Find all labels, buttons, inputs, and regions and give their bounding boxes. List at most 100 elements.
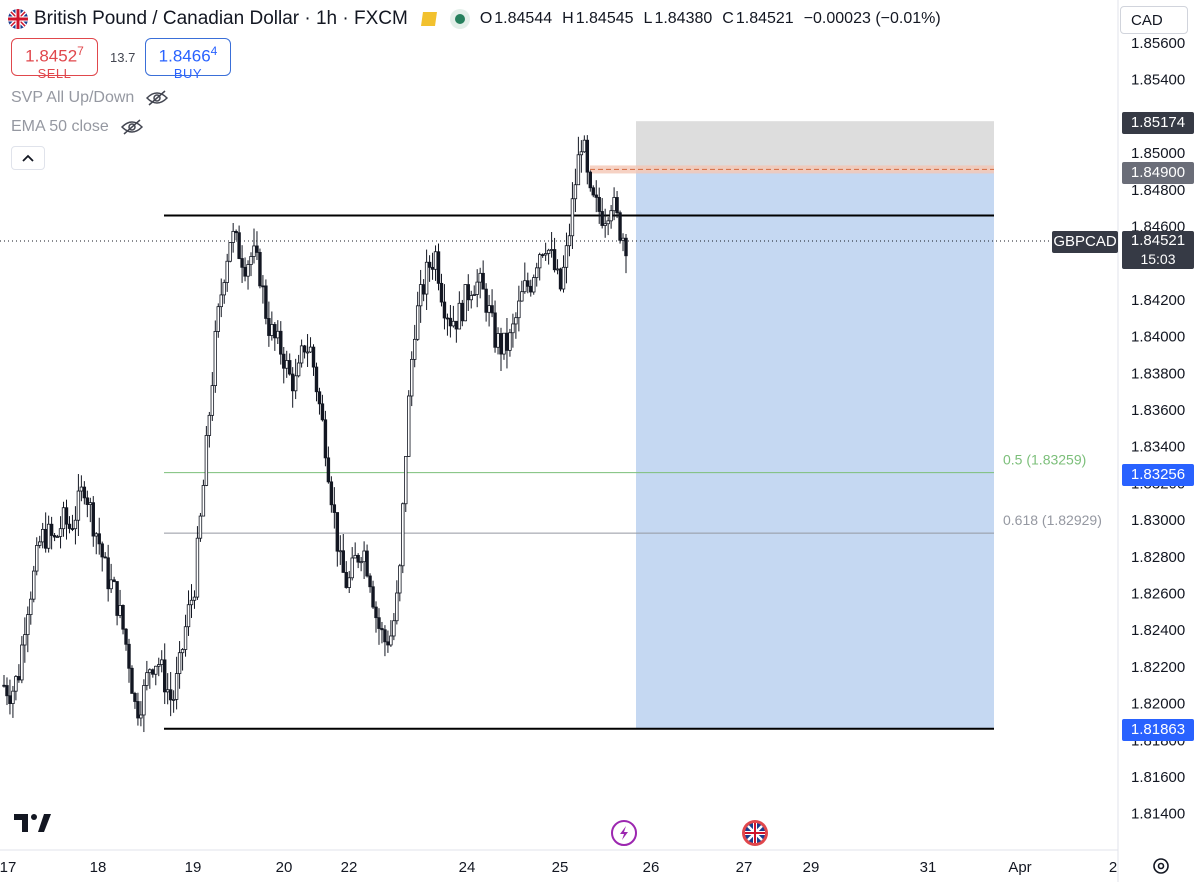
- candle-body: [282, 353, 286, 369]
- candle-body: [612, 197, 616, 212]
- candle-body: [448, 317, 453, 327]
- candle-body: [109, 579, 113, 590]
- candle-body: [46, 523, 51, 549]
- price-axis-label: 1.84200: [1131, 292, 1185, 309]
- candle-body: [23, 634, 27, 646]
- lightning-icon[interactable]: [611, 820, 637, 846]
- candle-body: [380, 628, 384, 631]
- candle-body: [311, 346, 316, 368]
- price-axis-label: 1.85000: [1131, 145, 1185, 162]
- candle-body: [463, 284, 467, 322]
- target-price-tag: 1.85174: [1122, 112, 1194, 134]
- market-open-icon[interactable]: [449, 9, 470, 29]
- candle-body: [368, 575, 372, 588]
- chevron-up-icon: [22, 154, 34, 162]
- candle-body: [174, 673, 179, 700]
- price-axis-label: 1.85400: [1131, 72, 1185, 89]
- candle-body: [115, 581, 119, 616]
- collapse-button[interactable]: [11, 146, 45, 170]
- candle-body: [40, 528, 45, 543]
- candle-body: [472, 294, 476, 296]
- close-value: 1.84521: [735, 10, 794, 27]
- candle-body: [165, 689, 170, 693]
- sell-button[interactable]: 1.84527 SELL: [11, 38, 98, 80]
- fib-price-tag: 1.83256: [1122, 464, 1194, 486]
- buy-button[interactable]: 1.84664 BUY: [145, 38, 231, 80]
- candle-body: [231, 230, 235, 243]
- time-axis-label: 29: [803, 859, 820, 876]
- price-axis-label: 1.84800: [1131, 182, 1185, 199]
- candle-body: [121, 605, 125, 630]
- eye-hidden-icon[interactable]: [146, 90, 169, 106]
- fib-05-label: 0.5 (1.83259): [1003, 452, 1086, 468]
- candle-body: [58, 528, 63, 537]
- stop-zone: [636, 171, 994, 729]
- candle-body: [273, 324, 277, 339]
- flag-marker-icon[interactable]: [420, 12, 437, 26]
- spread-value: 13.7: [110, 50, 136, 65]
- currency-button[interactable]: CAD: [1120, 6, 1188, 34]
- time-axis-label: 17: [0, 859, 16, 876]
- candle-body: [293, 375, 298, 392]
- candle-body: [160, 659, 164, 666]
- candle-body: [353, 554, 357, 559]
- candle-body: [493, 312, 497, 348]
- candle-body: [377, 617, 381, 629]
- candle-body: [26, 614, 30, 636]
- candle-body: [210, 385, 215, 416]
- candle-body: [112, 579, 116, 582]
- candle-body: [430, 266, 435, 270]
- candle-body: [299, 345, 304, 364]
- indicator-svp[interactable]: SVP All Up/Down: [11, 89, 169, 107]
- candle-body: [579, 151, 584, 156]
- candle-body: [189, 599, 194, 606]
- candle-body: [145, 672, 149, 686]
- indicator-ema[interactable]: EMA 50 close: [11, 118, 143, 136]
- candle-body: [67, 523, 72, 529]
- candle-body: [573, 184, 578, 200]
- candle-body: [279, 330, 283, 355]
- candle-body: [564, 245, 569, 268]
- candle-body: [142, 685, 146, 716]
- candle-body: [535, 267, 539, 278]
- candle-body: [305, 351, 310, 354]
- candle-body: [85, 497, 90, 505]
- candle-body: [386, 641, 390, 646]
- candle-body: [427, 261, 432, 268]
- candle-body: [219, 294, 223, 308]
- candle-body: [356, 554, 360, 563]
- candle-body: [76, 490, 81, 521]
- candle-body: [127, 643, 131, 669]
- time-axis-label: 19: [185, 859, 202, 876]
- price-axis-label: 1.82200: [1131, 659, 1185, 676]
- candle-body: [558, 268, 563, 290]
- candle-body: [192, 596, 197, 601]
- fib-0618-label: 0.618 (1.82929): [1003, 512, 1102, 528]
- price-axis-label: 1.82400: [1131, 622, 1185, 639]
- candle-body: [130, 667, 134, 694]
- candle-body: [94, 533, 98, 537]
- eye-hidden-icon[interactable]: [120, 119, 143, 135]
- candle-body: [154, 665, 158, 675]
- candle-body: [79, 486, 84, 492]
- target-zone: [636, 121, 994, 172]
- candle-body: [43, 528, 48, 549]
- candle-body: [38, 541, 42, 546]
- candle-body: [552, 249, 557, 271]
- uk-flag-icon[interactable]: [742, 820, 768, 846]
- price-axis-label: 1.81600: [1131, 769, 1185, 786]
- symbol-title[interactable]: British Pound / Canadian Dollar · 1h · F…: [34, 8, 408, 29]
- candle-body: [418, 284, 423, 307]
- price-axis-label: 1.81400: [1131, 806, 1185, 823]
- tradingview-logo[interactable]: [14, 812, 52, 839]
- candle-body: [139, 714, 143, 719]
- gear-icon: [1153, 858, 1169, 874]
- candle-body: [398, 565, 402, 594]
- candle-body: [314, 366, 319, 393]
- candle-body: [88, 502, 93, 505]
- candle-body: [288, 360, 292, 375]
- candle-body: [14, 676, 18, 692]
- candle-body: [582, 139, 587, 153]
